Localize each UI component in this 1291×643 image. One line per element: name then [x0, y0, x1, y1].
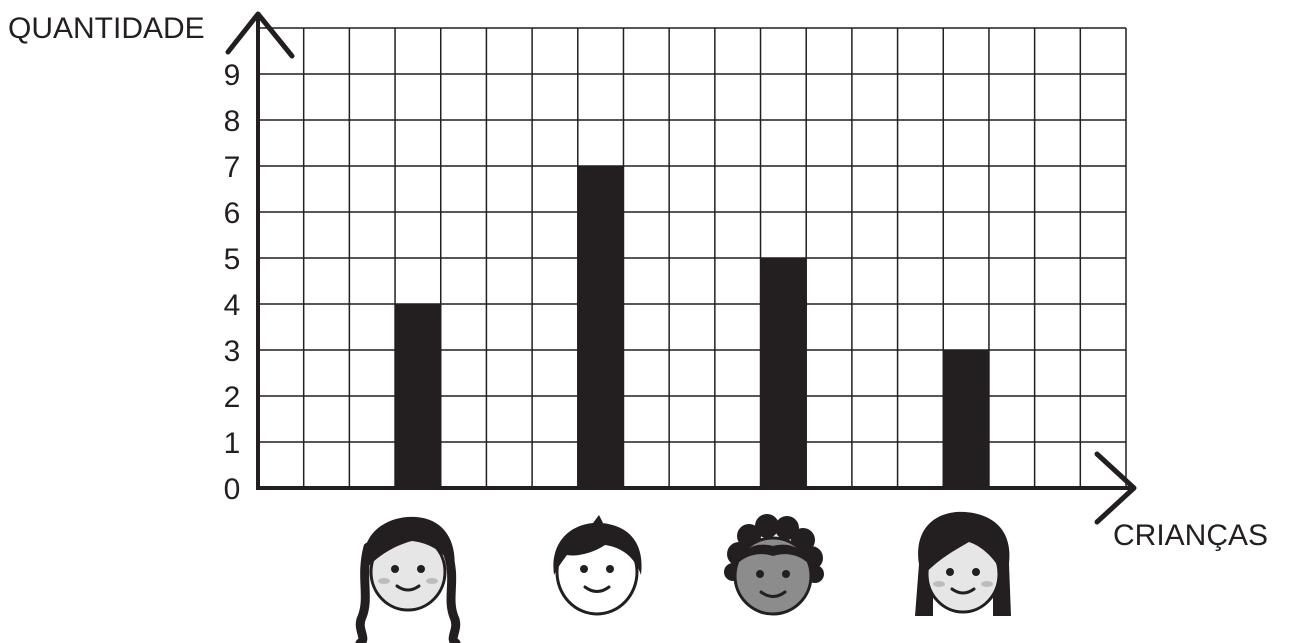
- category-icons: [355, 511, 1011, 643]
- x-axis-label: CRIANÇAS: [1113, 519, 1268, 552]
- y-tick-label: 0: [224, 473, 241, 506]
- bar-menino-cabelo-liso: [577, 166, 624, 488]
- boy-curly-hair-face-icon: [724, 514, 824, 616]
- y-tick-label: 1: [224, 427, 241, 460]
- y-axis-arrowhead: [225, 11, 295, 59]
- chart-axes: [225, 11, 1137, 525]
- y-tick-label: 9: [224, 59, 241, 92]
- y-tick-label: 7: [224, 151, 241, 184]
- bar-menina-cabelo-ondulado: [395, 304, 441, 488]
- bar-menina-cabelo-curto: [943, 350, 989, 488]
- girl-wavy-hair-face-icon: [355, 516, 461, 643]
- bar-menino-cabelo-cacheado: [760, 258, 807, 488]
- y-tick-label: 3: [224, 335, 241, 368]
- y-tick-label: 8: [224, 105, 241, 138]
- boy-straight-hair-face-icon: [553, 515, 642, 616]
- y-axis-label: QUANTIDADE: [8, 12, 205, 45]
- girl-bob-hair-face-icon: [915, 511, 1011, 616]
- chart-bars: [395, 166, 989, 488]
- y-tick-label: 4: [224, 289, 241, 322]
- chart-grid: [257, 27, 1127, 489]
- x-axis-arrowhead: [1094, 451, 1137, 525]
- y-tick-label: 6: [224, 197, 241, 230]
- y-tick-label: 5: [224, 243, 241, 276]
- y-tick-label: 2: [224, 381, 241, 414]
- y-tick-labels: 0 1 2 3 4 5 6 7 8 9: [224, 59, 241, 506]
